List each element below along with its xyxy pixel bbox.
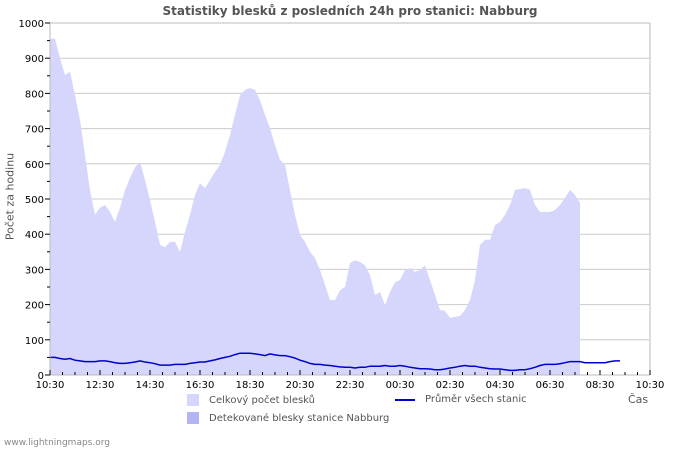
legend-label-total: Celkový počet blesků — [209, 394, 316, 406]
chart-title: Statistiky blesků z posledních 24h pro s… — [162, 4, 538, 18]
svg-text:20:30: 20:30 — [286, 380, 315, 391]
x-axis-ticks: 10:30 12:30 14:30 16:30 18:30 20:30 22:30 00:30… — [36, 370, 665, 391]
svg-text:08:30: 08:30 — [586, 380, 615, 391]
legend-label-detected: Detekované blesky stanice Nabburg — [209, 412, 390, 424]
site-footer-link[interactable]: www.lightningmaps.org — [4, 438, 110, 448]
svg-text:14:30: 14:30 — [136, 380, 165, 391]
svg-text:06:30: 06:30 — [536, 380, 565, 391]
legend-item-average: Průměr všech stanic — [395, 394, 527, 405]
legend-line-average — [395, 398, 415, 401]
legend-swatch-total — [187, 394, 199, 406]
svg-text:300: 300 — [25, 265, 44, 276]
svg-text:100: 100 — [25, 336, 44, 347]
svg-text:400: 400 — [25, 230, 44, 241]
svg-text:10:30: 10:30 — [36, 380, 65, 391]
svg-text:02:30: 02:30 — [436, 380, 465, 391]
svg-text:700: 700 — [25, 125, 44, 136]
svg-text:600: 600 — [25, 160, 44, 171]
legend-item-detected: Detekované blesky stanice Nabburg — [187, 412, 389, 424]
legend-item-total: Celkový počet blesků — [187, 394, 315, 406]
svg-text:10:30: 10:30 — [636, 380, 665, 391]
svg-text:18:30: 18:30 — [236, 380, 265, 391]
svg-text:00:30: 00:30 — [386, 380, 415, 391]
svg-text:200: 200 — [25, 301, 44, 312]
average-stations-line — [50, 352, 620, 372]
svg-text:12:30: 12:30 — [86, 380, 115, 391]
svg-text:0: 0 — [38, 371, 44, 382]
x-axis-label: Čas — [628, 393, 649, 406]
legend-swatch-detected — [187, 412, 199, 424]
legend-label-average: Průměr všech stanic — [425, 394, 527, 405]
svg-text:16:30: 16:30 — [186, 380, 215, 391]
y-axis-ticks: 0 100 200 300 400 500 600 700 800 900 1000 — [19, 19, 50, 382]
svg-text:800: 800 — [25, 89, 44, 100]
svg-text:04:30: 04:30 — [486, 380, 515, 391]
svg-text:1000: 1000 — [19, 19, 44, 30]
svg-text:900: 900 — [25, 54, 44, 65]
total-lightning-area — [50, 38, 580, 376]
svg-text:22:30: 22:30 — [336, 380, 365, 391]
svg-text:500: 500 — [25, 195, 44, 206]
